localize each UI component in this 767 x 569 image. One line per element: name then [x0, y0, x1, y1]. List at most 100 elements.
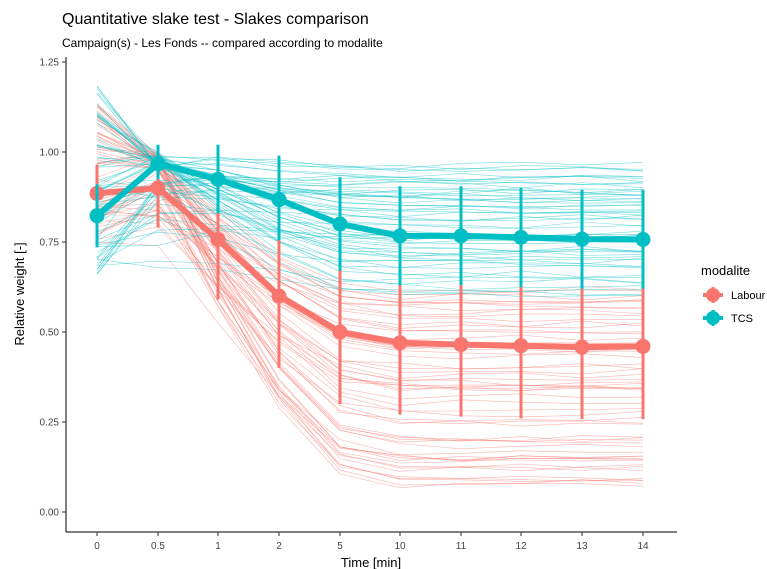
legend-key-point	[706, 311, 720, 325]
mean-point-labour	[150, 180, 166, 196]
y-tick-label: 0.00	[40, 508, 60, 519]
individual-line-tcs	[96, 113, 644, 182]
mean-point-tcs	[453, 228, 469, 244]
individual-line-tcs	[96, 138, 644, 245]
individual-line-tcs	[96, 115, 643, 253]
individual-line-labour	[96, 106, 644, 387]
individual-line-labour	[96, 209, 644, 348]
individual-line-tcs	[96, 155, 644, 240]
individual-line-tcs	[96, 188, 644, 270]
individual-line-labour	[96, 189, 644, 482]
individual-line-labour	[96, 188, 644, 464]
x-tick-label: 1	[215, 541, 221, 552]
individual-line-labour	[96, 133, 644, 461]
x-tick-label: 10	[394, 541, 406, 552]
legend-item-tcs: TCS	[703, 310, 753, 326]
legend-item-labour: Labour	[703, 287, 766, 303]
mean-point-labour	[453, 337, 469, 353]
x-tick-label: 2	[276, 541, 282, 552]
individual-line-tcs	[96, 190, 644, 260]
mean-point-tcs	[210, 171, 226, 187]
mean-point-tcs	[150, 156, 166, 172]
mean-point-tcs	[89, 208, 105, 224]
individual-line-labour	[96, 115, 644, 360]
x-tick-label: 14	[637, 541, 649, 552]
mean-point-tcs	[513, 229, 529, 245]
mean-line-tcs	[95, 160, 644, 243]
x-tick-label: 11	[456, 541, 467, 552]
individual-line-labour	[96, 203, 644, 418]
individual-line-labour	[96, 118, 644, 333]
mean-point-labour	[271, 288, 287, 304]
individual-line-labour	[96, 210, 644, 312]
individual-line-labour	[96, 131, 644, 318]
individual-line-tcs	[96, 85, 644, 172]
individual-line-tcs	[96, 180, 644, 205]
individual-line-tcs	[96, 260, 644, 284]
mean-point-tcs	[271, 192, 287, 208]
chart-title: Quantitative slake test - Slakes compari…	[62, 11, 369, 28]
legend-title: modalite	[701, 263, 750, 278]
x-tick-label: 0.5	[151, 541, 165, 552]
mean-point-labour	[392, 335, 408, 351]
individual-line-labour	[96, 172, 643, 323]
mean-point-tcs	[332, 216, 348, 232]
y-tick-label: 1.00	[40, 148, 60, 159]
individual-line-labour	[96, 214, 644, 335]
y-axis-label: Relative weight [-]	[12, 242, 27, 345]
individual-line-tcs	[96, 111, 644, 169]
individual-line-labour	[96, 185, 644, 390]
mean-point-labour	[332, 324, 348, 340]
x-axis-label: Time [min]	[341, 555, 401, 569]
individual-line-tcs	[96, 154, 644, 261]
individual-line-labour	[96, 198, 643, 456]
mean-lines	[89, 144, 651, 420]
individual-line-tcs	[96, 258, 644, 292]
individual-line-tcs	[96, 144, 644, 210]
individual-line-labour	[96, 181, 644, 489]
individual-line-tcs	[96, 185, 644, 253]
individual-line-labour	[96, 185, 644, 392]
individual-line-tcs	[96, 144, 644, 267]
individual-line-tcs	[96, 188, 644, 275]
individual-line-tcs	[96, 182, 644, 224]
individual-line-labour	[96, 149, 644, 329]
individual-line-tcs	[96, 203, 644, 245]
y-ticks: 0.00 0.25 0.50 0.75 1.00 1.25	[40, 58, 66, 519]
legend-key-point	[706, 288, 720, 302]
y-tick-label: 1.25	[40, 58, 60, 69]
individual-line-labour	[96, 203, 644, 472]
y-tick-label: 0.50	[40, 328, 60, 339]
individual-line-tcs	[96, 188, 644, 285]
individual-line-tcs	[96, 163, 644, 204]
individual-line-tcs	[96, 156, 644, 172]
x-tick-label: 13	[576, 541, 588, 552]
individual-line-tcs	[96, 175, 644, 208]
individual-line-labour	[96, 138, 644, 303]
mean-point-labour	[210, 231, 226, 247]
mean-point-tcs	[574, 231, 590, 247]
x-tick-label: 0	[94, 541, 100, 552]
individual-line-tcs	[96, 179, 644, 269]
individual-line-labour	[96, 208, 644, 392]
mean-point-labour	[574, 339, 590, 355]
individual-line-labour	[96, 226, 644, 379]
mean-point-labour	[513, 338, 529, 354]
individual-line-labour	[96, 136, 643, 482]
mean-point-tcs	[392, 228, 408, 244]
legend-label: Labour	[731, 290, 766, 302]
x-ticks: 0 0.5 1 2 5 10 11 12 13 14	[94, 532, 649, 552]
individual-line-tcs	[96, 156, 644, 290]
y-tick-label: 0.25	[40, 418, 60, 429]
chart-subtitle: Campaign(s) - Les Fonds -- compared acco…	[62, 36, 383, 50]
individual-line-labour	[96, 186, 644, 412]
individual-line-tcs	[96, 179, 644, 258]
legend-label: TCS	[731, 313, 753, 325]
individual-line-tcs	[96, 174, 644, 267]
mean-point-labour	[635, 338, 651, 354]
individual-lines	[96, 85, 644, 489]
y-tick-label: 0.75	[40, 238, 60, 249]
individual-line-tcs	[96, 231, 644, 265]
x-tick-label: 12	[515, 541, 527, 552]
